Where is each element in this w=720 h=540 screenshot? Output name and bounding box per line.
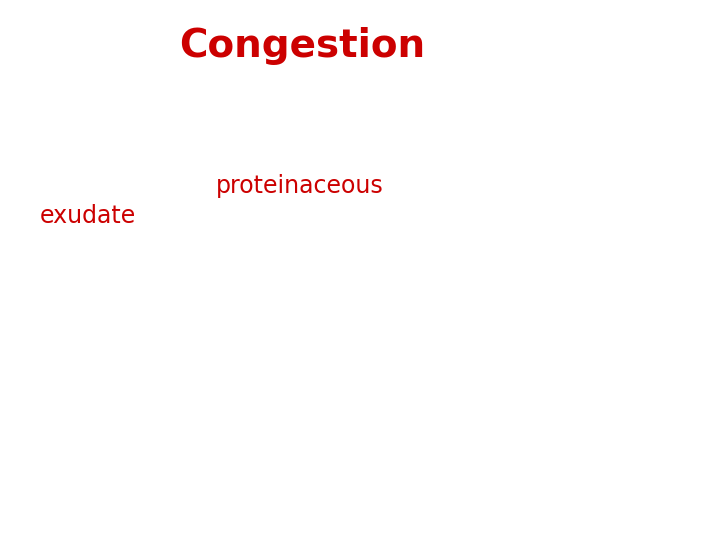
Text: Congestion: Congestion [179, 27, 426, 65]
Text: proteinaceous: proteinaceous [216, 174, 384, 198]
Text: exudate: exudate [40, 204, 136, 228]
